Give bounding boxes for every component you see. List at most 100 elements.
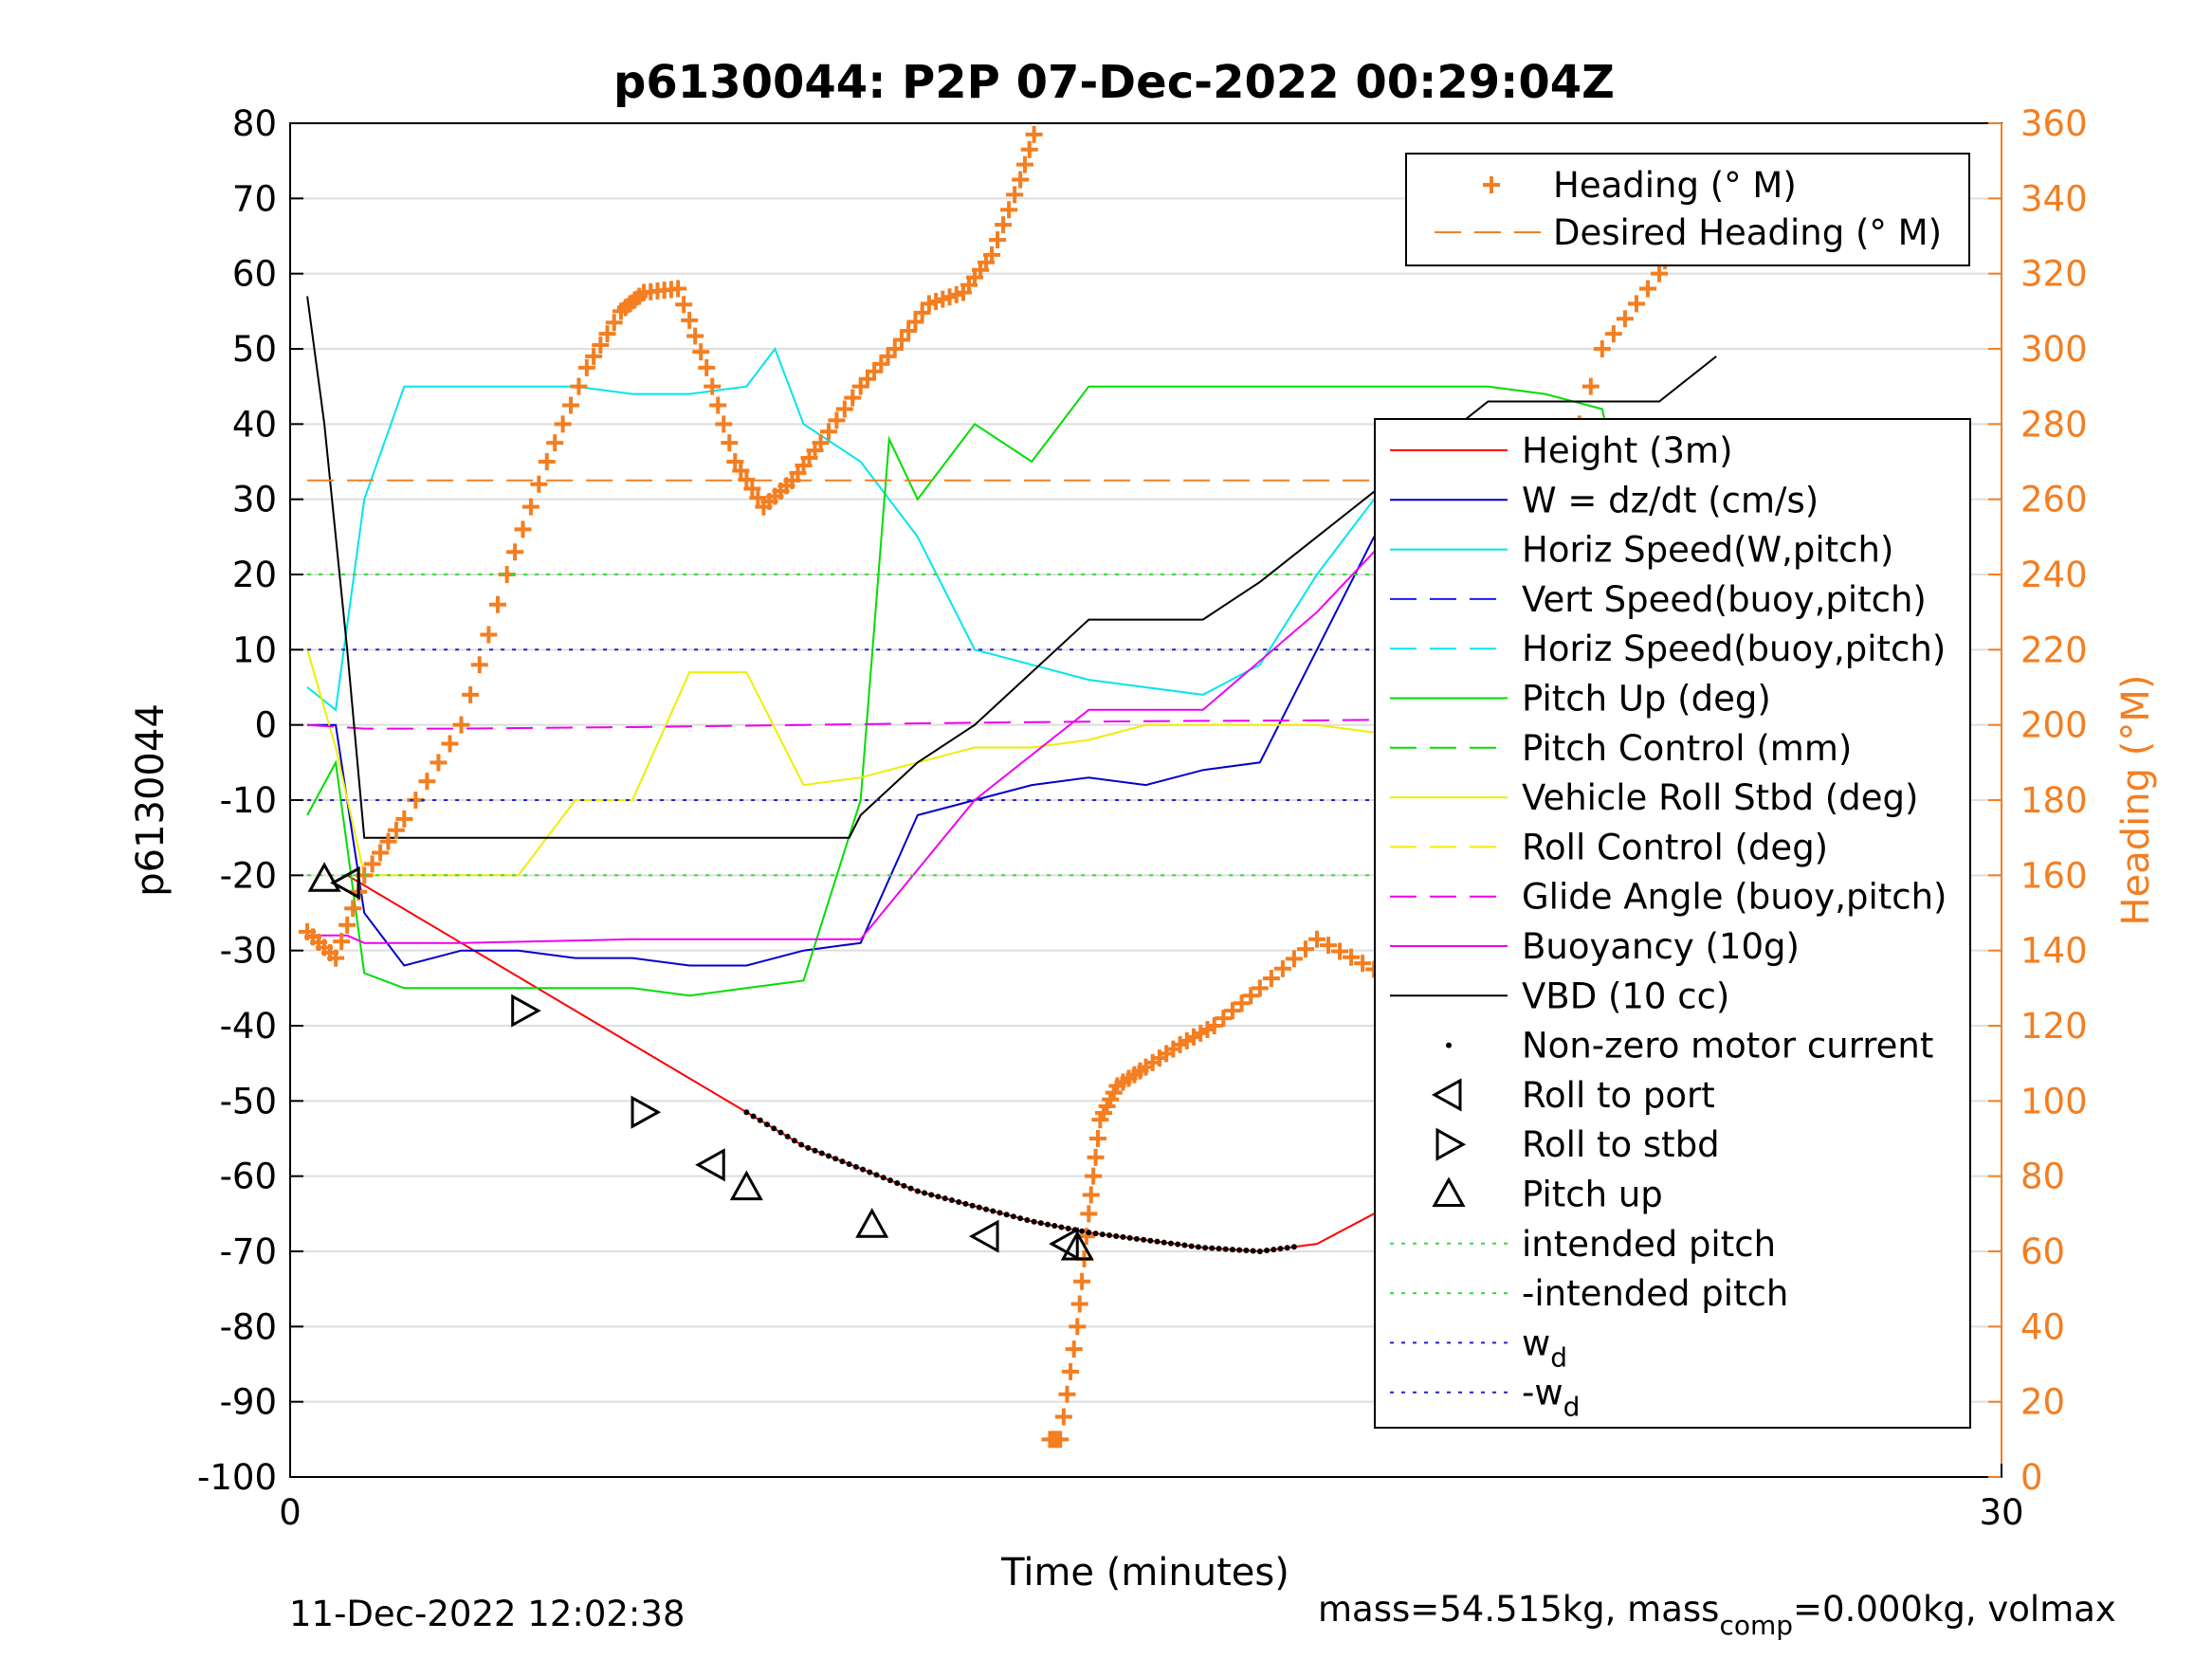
heading-point — [1205, 1017, 1223, 1034]
heading-point — [1651, 264, 1668, 283]
heading-point — [585, 347, 603, 365]
heading-point — [844, 389, 862, 407]
heading-point — [1242, 987, 1260, 1005]
motor-current-dot — [1175, 1241, 1181, 1248]
motor-current-dot — [1003, 1212, 1010, 1218]
legend-swatch-roll-to-stbd — [1435, 1127, 1467, 1161]
legend-label: Vehicle Roll Stbd (deg) — [1522, 777, 1918, 818]
motor-current-dot — [894, 1179, 901, 1186]
motor-current-dot — [763, 1121, 770, 1128]
y-axis-label-right: Heading (°M) — [2114, 675, 2158, 926]
legend-label: Height (3m) — [1522, 430, 1733, 471]
heading-point — [913, 303, 931, 321]
motor-current-dot — [832, 1156, 839, 1162]
roll-port-marker — [330, 866, 360, 900]
motor-current-dot — [935, 1194, 941, 1200]
heading-point — [379, 832, 397, 850]
heading-point — [1000, 201, 1018, 219]
motor-current-dot — [1133, 1235, 1140, 1242]
mass-prefix: mass=54.515kg, mass — [1318, 1589, 1719, 1630]
motor-current-dot — [901, 1182, 907, 1189]
motor-current-dot — [1222, 1246, 1229, 1252]
motor-current-dot — [846, 1160, 852, 1167]
x-tick-label: 0 — [279, 1492, 302, 1533]
legend-swatch-pitch-up — [1432, 1176, 1466, 1207]
heading-point — [333, 933, 351, 951]
heading-point — [521, 498, 539, 516]
chart-title: p6130044: P2P 07-Dec-2022 00:29:04Z — [613, 56, 1615, 109]
legend-swatch-heading-m — [1483, 176, 1500, 193]
heading-point — [441, 735, 459, 753]
motor-current-dot — [1167, 1240, 1174, 1247]
roll-stbd-marker — [511, 994, 541, 1028]
roll-port-marker — [968, 1219, 999, 1253]
motor-current-dot — [1256, 1249, 1263, 1254]
heading-point — [562, 396, 580, 414]
legend-label: -intended pitch — [1522, 1273, 1788, 1314]
pitch-up-marker — [307, 862, 341, 892]
heading-point — [452, 716, 470, 734]
heading-point — [480, 626, 498, 644]
motor-current-dot — [1243, 1248, 1250, 1254]
heading-point — [489, 595, 507, 613]
motor-current-dot — [1024, 1216, 1031, 1223]
y-tick-label-right: 260 — [2020, 480, 2088, 520]
motor-current-dot — [1106, 1232, 1112, 1239]
motor-current-dot — [880, 1175, 887, 1181]
y-tick-label-right: 340 — [2020, 178, 2088, 219]
motor-current-dot — [1058, 1224, 1065, 1231]
heading-point — [989, 230, 1007, 248]
y-tick-label-left: 20 — [232, 555, 277, 595]
event-markers — [307, 858, 1648, 1261]
heading-point — [1320, 937, 1338, 955]
heading-point — [906, 313, 924, 331]
legend-label: -wd — [1522, 1373, 1580, 1423]
heading-point — [1058, 1385, 1076, 1403]
heading-point — [1593, 340, 1611, 357]
y-tick-label-right: 40 — [2020, 1306, 2065, 1347]
heading-point — [387, 821, 405, 839]
legend-label: intended pitch — [1522, 1224, 1776, 1265]
motor-current-dot — [1141, 1236, 1147, 1243]
heading-point — [743, 480, 761, 498]
motor-current-dot — [839, 1158, 846, 1165]
legend-swatch-non-zero-motor-current — [1446, 1042, 1452, 1048]
y-tick-label-right: 320 — [2020, 254, 2088, 295]
heading-point — [1627, 295, 1645, 313]
heading-point — [692, 343, 710, 361]
heading-point — [1215, 1010, 1233, 1028]
y-tick-label-left: -30 — [220, 931, 277, 972]
legend-label: Desired Heading (° M) — [1553, 212, 1942, 253]
y-tick-label-right: 360 — [2020, 103, 2088, 144]
y-tick-label-right: 80 — [2020, 1157, 2065, 1197]
heading-point — [1020, 140, 1038, 158]
y-tick-label-left: 70 — [232, 178, 277, 219]
motor-current-dot — [1092, 1231, 1099, 1237]
series-vbd-10-cc — [306, 296, 1717, 839]
motor-current-dot — [743, 1109, 750, 1116]
motor-current-dot — [887, 1177, 893, 1184]
roll-port-marker — [1049, 1227, 1079, 1261]
legend-label: Heading (° M) — [1553, 165, 1797, 206]
heading-point — [995, 216, 1013, 234]
y-tick-label-left: 60 — [232, 254, 277, 295]
y-tick-label-right: 300 — [2020, 329, 2088, 370]
heading-point — [338, 916, 356, 934]
heading-point — [1006, 186, 1024, 204]
heading-point — [395, 810, 413, 828]
heading-point — [835, 400, 853, 418]
motor-current-dot — [1113, 1232, 1120, 1239]
series-pitch-up-deg — [306, 385, 1717, 997]
legend-label: W = dz/dt (cm/s) — [1522, 480, 1819, 520]
motor-current-dot — [914, 1188, 921, 1194]
legend-label: Roll Control (deg) — [1522, 827, 1828, 867]
y-tick-label-right: 60 — [2020, 1231, 2065, 1272]
motor-current-dot — [1099, 1231, 1106, 1238]
heading-point — [1054, 1408, 1072, 1426]
heading-point — [570, 377, 588, 395]
heading-point — [598, 325, 616, 343]
heading-point — [1012, 171, 1030, 189]
heading-point — [592, 337, 610, 355]
motor-current-dot — [1236, 1247, 1243, 1253]
heading-point — [1262, 970, 1280, 988]
